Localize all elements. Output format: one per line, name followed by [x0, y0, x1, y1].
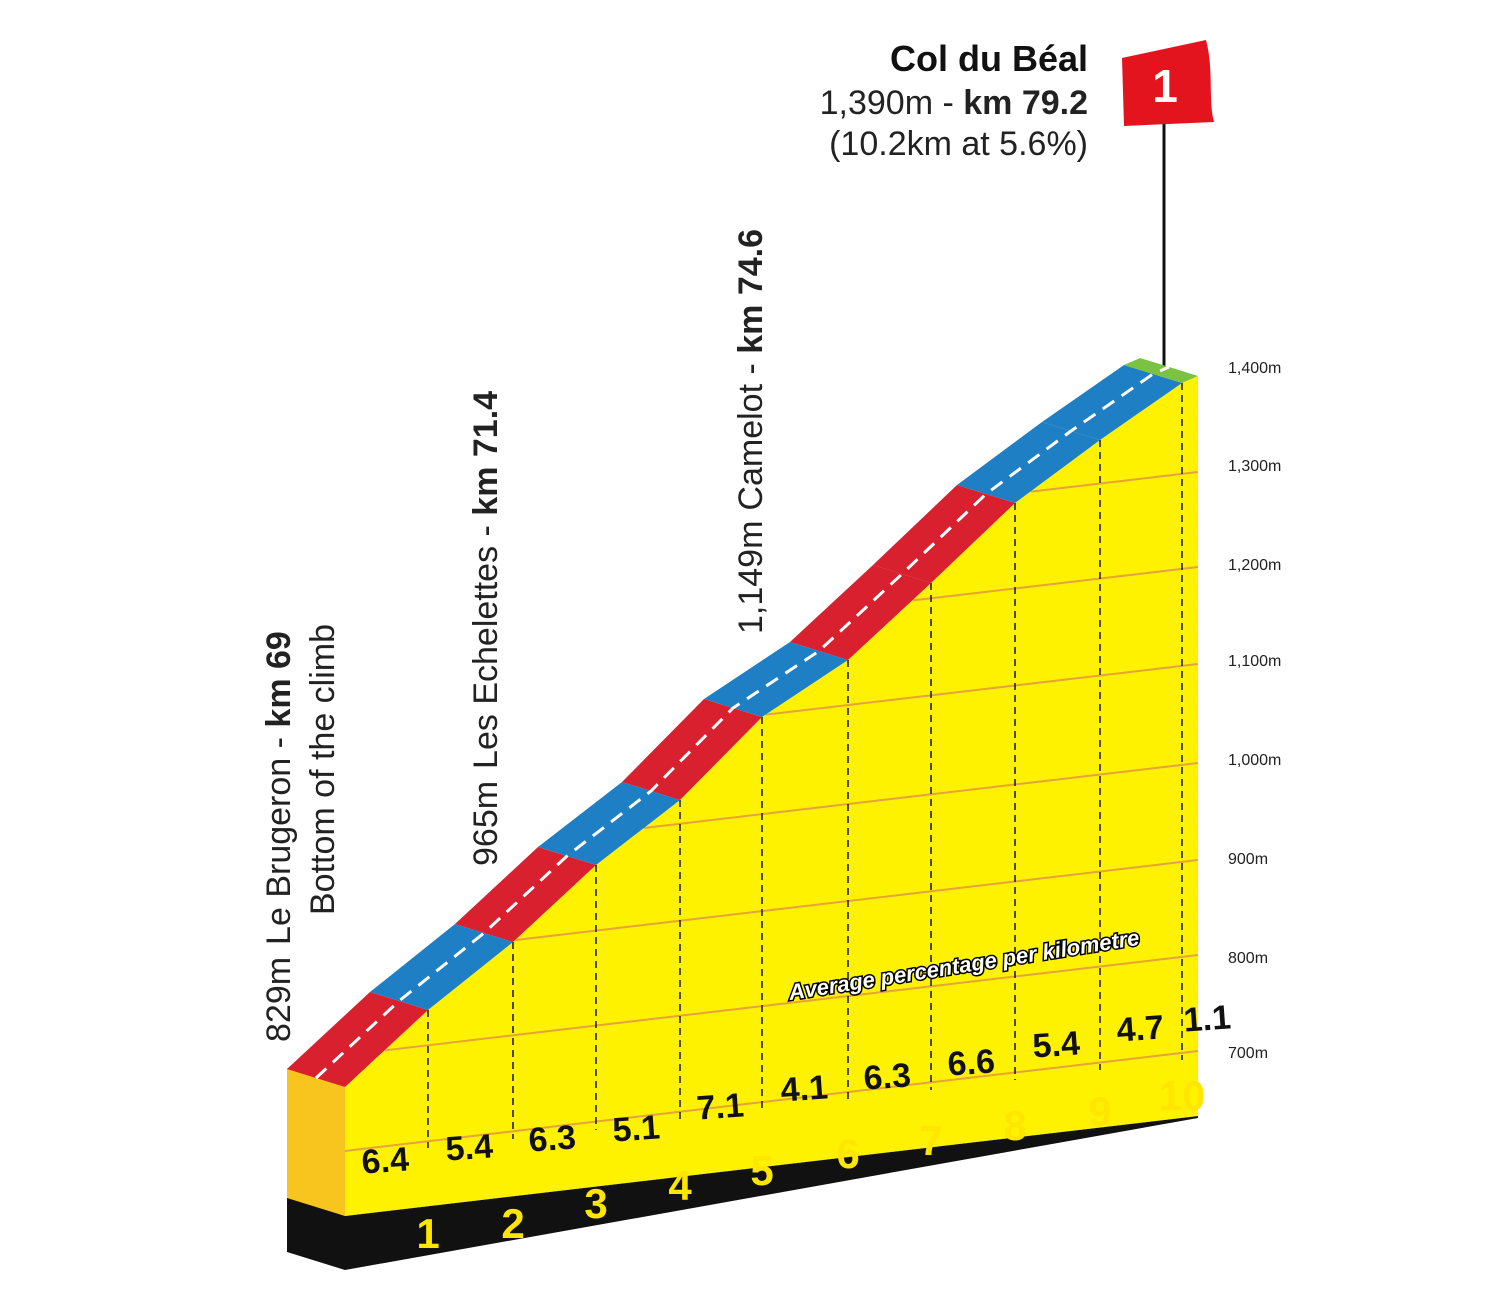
km-marker: 5: [750, 1147, 773, 1194]
waypoint-label-2: 965m Les Echelettes - km 71.4: [467, 391, 505, 866]
gridline: [515, 859, 1199, 941]
gradient-label: 7.1: [695, 1086, 745, 1127]
gridline: [912, 566, 1199, 602]
summit-altitude: 1,390m -: [820, 84, 964, 122]
km-marker: 9: [1088, 1088, 1111, 1135]
km-marker: 1: [416, 1210, 439, 1257]
km-marker: 2: [501, 1200, 524, 1247]
y-tick-label: 1,300m: [1228, 458, 1281, 475]
band-centre-dashes: [314, 365, 1170, 1080]
waypoint-note-1: Bottom of the climb: [304, 624, 342, 915]
waypoint-name-2: Les Echelettes -: [467, 516, 505, 769]
y-tick-label: 1,000m: [1228, 752, 1281, 769]
summit-flag: [1122, 40, 1214, 126]
gradient-label: 5.4: [1031, 1024, 1081, 1065]
waypoint-km-1: km 69: [260, 631, 298, 727]
km-marker: 4: [668, 1162, 692, 1209]
gradient-band: [622, 699, 762, 800]
waypoint-label-1: 829m Le Brugeron - km 69: [260, 631, 298, 1042]
gradient-labels: 6.4 5.4 6.3 5.1 7.1 4.1 6.3 6.6 5.4 4.7 1.1: [360, 998, 1232, 1181]
profile-area: [287, 376, 1198, 1216]
y-tick-label: 900m: [1228, 851, 1268, 868]
gradient-label: 6.4: [360, 1140, 410, 1181]
waypoint-name-1: Le Brugeron -: [260, 728, 298, 945]
base-strip-front: [345, 1116, 1198, 1270]
km-marker: 7: [919, 1117, 942, 1164]
summit-km: km 79.2: [963, 84, 1088, 122]
waypoint-label-3: 1,149m Camelot - km 74.6: [732, 229, 770, 634]
km-marker: 3: [584, 1180, 607, 1227]
gradient-label: 6.3: [527, 1118, 577, 1159]
waypoint-alt-1: 829m: [260, 957, 298, 1042]
y-tick-label: 1,400m: [1228, 360, 1281, 377]
gradient-band: [538, 782, 680, 865]
gradient-label: 6.6: [946, 1042, 996, 1083]
km-dividers: [427, 383, 1183, 1148]
y-tick-label: 800m: [1228, 950, 1268, 967]
gridline: [643, 762, 1199, 829]
y-axis-ticks: 700m 800m 900m 1,000m 1,100m 1,200m 1,300m 1,40…: [1228, 360, 1281, 1062]
waypoint-name-3: Camelot -: [732, 354, 770, 511]
km-marker: 8: [1003, 1102, 1026, 1149]
gridline: [344, 1050, 1199, 1152]
gradient-label: 5.4: [444, 1127, 494, 1168]
summit-category-number: 1: [1152, 60, 1178, 112]
km-marker: 6: [836, 1130, 859, 1177]
gridline: [384, 954, 1199, 1052]
profile-side: [287, 1068, 345, 1216]
waypoint-alt-2: 965m: [467, 781, 505, 866]
summit-climb-stats: (10.2km at 5.6%): [829, 125, 1088, 163]
gradient-bands: [287, 358, 1198, 1087]
summit-name: Col du Béal: [890, 38, 1088, 79]
km-marker: 10: [1159, 1072, 1206, 1119]
summit-altitude-km: 1,390m - km 79.2: [820, 84, 1088, 122]
altitude-gridlines: [344, 471, 1199, 1152]
waypoint-km-2: km 71.4: [467, 391, 505, 516]
gradient-label: 1.1: [1182, 998, 1232, 1039]
profile-face: [345, 376, 1198, 1216]
waypoint-alt-3: 1,149m: [732, 521, 770, 634]
y-tick-label: 1,100m: [1228, 653, 1281, 670]
gridline: [1030, 471, 1199, 493]
waypoint-km-3: km 74.6: [732, 229, 770, 354]
y-tick-label: 700m: [1228, 1045, 1268, 1062]
gradient-label: 4.7: [1115, 1008, 1165, 1049]
base-strip-front-left: [287, 1196, 345, 1270]
y-tick-label: 1,200m: [1228, 557, 1281, 574]
gradient-label: 6.3: [862, 1056, 912, 1097]
gradient-label: 4.1: [779, 1068, 829, 1109]
gradient-label: 5.1: [611, 1108, 661, 1149]
gridline: [765, 663, 1199, 716]
km-markers: 1 2 3 4 5 6 7 8 9 10: [416, 1072, 1205, 1257]
